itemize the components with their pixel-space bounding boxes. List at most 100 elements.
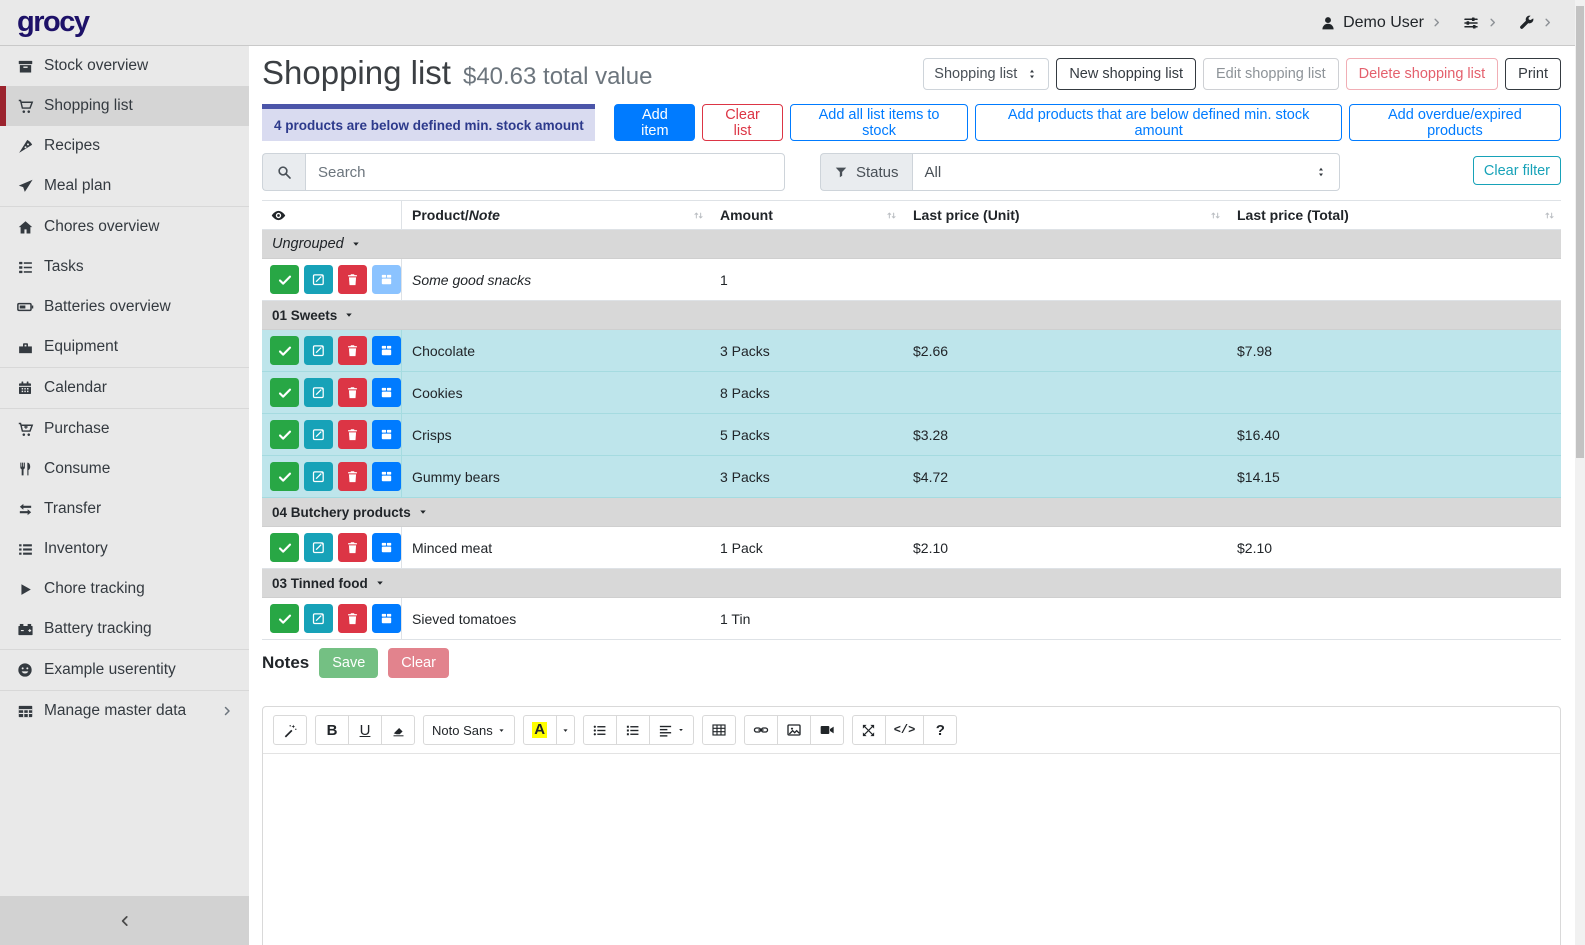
delete-item-button[interactable] (338, 533, 367, 562)
mark-done-button[interactable] (270, 336, 299, 365)
sidebar-item-example-userentity[interactable]: Example userentity (0, 650, 249, 690)
mark-done-button[interactable] (270, 462, 299, 491)
sidebar-item-equipment[interactable]: Equipment (0, 327, 249, 367)
mark-done-button[interactable] (270, 378, 299, 407)
add-to-stock-button[interactable] (372, 420, 401, 449)
add-to-stock-button[interactable] (372, 462, 401, 491)
edit-item-button[interactable] (304, 378, 333, 407)
paragraph-align-button[interactable] (648, 715, 694, 745)
edit-item-button[interactable] (304, 462, 333, 491)
delete-item-button[interactable] (338, 462, 367, 491)
sidebar-item-manage-master-data[interactable]: Manage master data (0, 691, 249, 731)
sidebar-item-shopping-list[interactable]: Shopping list (0, 86, 249, 126)
exchange-icon (15, 501, 35, 518)
sidebar-item-tasks[interactable]: Tasks (0, 247, 249, 287)
unordered-list-button[interactable] (582, 715, 617, 745)
sidebar-item-meal-plan[interactable]: Meal plan (0, 166, 249, 206)
new-shopping-list-button[interactable]: New shopping list (1056, 58, 1196, 90)
column-header-amount[interactable]: Amount (710, 201, 903, 229)
group-header-butchery[interactable]: 04 Butchery products (262, 498, 1561, 527)
eraser-clear-format-button[interactable] (381, 715, 415, 745)
column-header-product[interactable]: Product / Note (402, 201, 710, 229)
add-to-stock-button[interactable] (372, 378, 401, 407)
delete-item-button[interactable] (338, 265, 367, 294)
product-name: Chocolate (412, 342, 476, 359)
add-to-stock-button[interactable] (372, 533, 401, 562)
font-color-caret-button[interactable] (555, 715, 575, 745)
sidebar-item-stock-overview[interactable]: Stock overview (0, 46, 249, 86)
column-header-last-price-total[interactable]: Last price (Total) (1227, 201, 1561, 229)
mark-done-button[interactable] (270, 533, 299, 562)
font-family-select[interactable]: Noto Sans (423, 715, 515, 745)
magic-wand-style-button[interactable] (273, 715, 307, 745)
mark-done-button[interactable] (270, 604, 299, 633)
insert-link-button[interactable] (743, 715, 778, 745)
insert-table-button[interactable] (701, 715, 736, 745)
settings-menu[interactable] (1462, 14, 1498, 32)
status-select[interactable]: All (911, 153, 1340, 191)
eye-icon[interactable] (270, 207, 287, 224)
sidebar-item-purchase[interactable]: Purchase (0, 409, 249, 449)
amount-cell: 3 Packs (720, 468, 770, 485)
user-icon (1320, 15, 1336, 31)
delete-item-button[interactable] (338, 336, 367, 365)
column-header-last-price-unit[interactable]: Last price (Unit) (903, 201, 1227, 229)
grocy-logo[interactable]: grocy (17, 6, 90, 38)
edit-item-button[interactable] (304, 265, 333, 294)
add-to-stock-button[interactable] (372, 265, 401, 294)
edit-shopping-list-button[interactable]: Edit shopping list (1202, 58, 1339, 90)
sidebar-item-calendar[interactable]: Calendar (0, 368, 249, 408)
delete-item-button[interactable] (338, 378, 367, 407)
edit-item-button[interactable] (304, 336, 333, 365)
group-header-tinned-food[interactable]: 03 Tinned food (262, 569, 1561, 598)
help-button[interactable]: ? (923, 715, 958, 745)
bold-button[interactable]: B (315, 715, 349, 745)
chevron-left-icon (118, 914, 132, 928)
fullscreen-button[interactable] (851, 715, 886, 745)
add-item-button[interactable]: Add item (614, 104, 696, 141)
sidebar-item-consume[interactable]: Consume (0, 449, 249, 489)
user-menu[interactable]: Demo User (1320, 14, 1442, 32)
add-to-stock-button[interactable] (372, 604, 401, 633)
delete-shopping-list-button[interactable]: Delete shopping list (1345, 58, 1499, 90)
admin-menu[interactable] (1518, 14, 1553, 31)
insert-video-button[interactable] (809, 715, 844, 745)
save-notes-button[interactable]: Save (319, 648, 379, 678)
sidebar-item-chore-tracking[interactable]: Chore tracking (0, 569, 249, 609)
sidebar-item-batteries-overview[interactable]: Batteries overview (0, 287, 249, 327)
delete-item-button[interactable] (338, 420, 367, 449)
underline-button[interactable]: U (348, 715, 382, 745)
group-header-ungrouped[interactable]: Ungrouped (262, 230, 1561, 259)
code-view-button[interactable]: </> (884, 715, 925, 745)
mark-done-button[interactable] (270, 265, 299, 294)
sidebar-collapse-button[interactable] (0, 896, 249, 945)
sidebar-item-chores-overview[interactable]: Chores overview (0, 207, 249, 247)
add-all-items-to-stock-button[interactable]: Add all list items to stock (789, 104, 969, 141)
clear-list-button[interactable]: Clear list (702, 104, 783, 141)
sidebar-item-transfer[interactable]: Transfer (0, 489, 249, 529)
edit-item-button[interactable] (304, 420, 333, 449)
font-color-button[interactable]: A (522, 715, 557, 745)
sidebar-item-recipes[interactable]: Recipes (0, 126, 249, 166)
group-header-sweets[interactable]: 01 Sweets (262, 301, 1561, 330)
notes-editing-area[interactable] (263, 754, 1560, 945)
print-button[interactable]: Print (1505, 58, 1561, 90)
tasks-icon (15, 259, 35, 276)
wrench-icon (1518, 14, 1535, 31)
sidebar-item-battery-tracking[interactable]: Battery tracking (0, 609, 249, 649)
shopping-list-select[interactable]: Shopping list (923, 58, 1050, 90)
add-to-stock-button[interactable] (372, 336, 401, 365)
delete-item-button[interactable] (338, 604, 367, 633)
clear-filter-button[interactable]: Clear filter (1472, 156, 1561, 185)
sidebar-item-inventory[interactable]: Inventory (0, 529, 249, 569)
mark-done-button[interactable] (270, 420, 299, 449)
edit-item-button[interactable] (304, 533, 333, 562)
clear-notes-button[interactable]: Clear (388, 648, 449, 678)
edit-item-button[interactable] (304, 604, 333, 633)
add-below-min-stock-button[interactable]: Add products that are below defined min.… (975, 104, 1342, 141)
add-overdue-products-button[interactable]: Add overdue/expired products (1348, 104, 1561, 141)
ordered-list-button[interactable] (615, 715, 650, 745)
scrollbar-thumb[interactable] (1576, 6, 1584, 458)
insert-picture-button[interactable] (776, 715, 811, 745)
search-input[interactable] (305, 153, 785, 191)
